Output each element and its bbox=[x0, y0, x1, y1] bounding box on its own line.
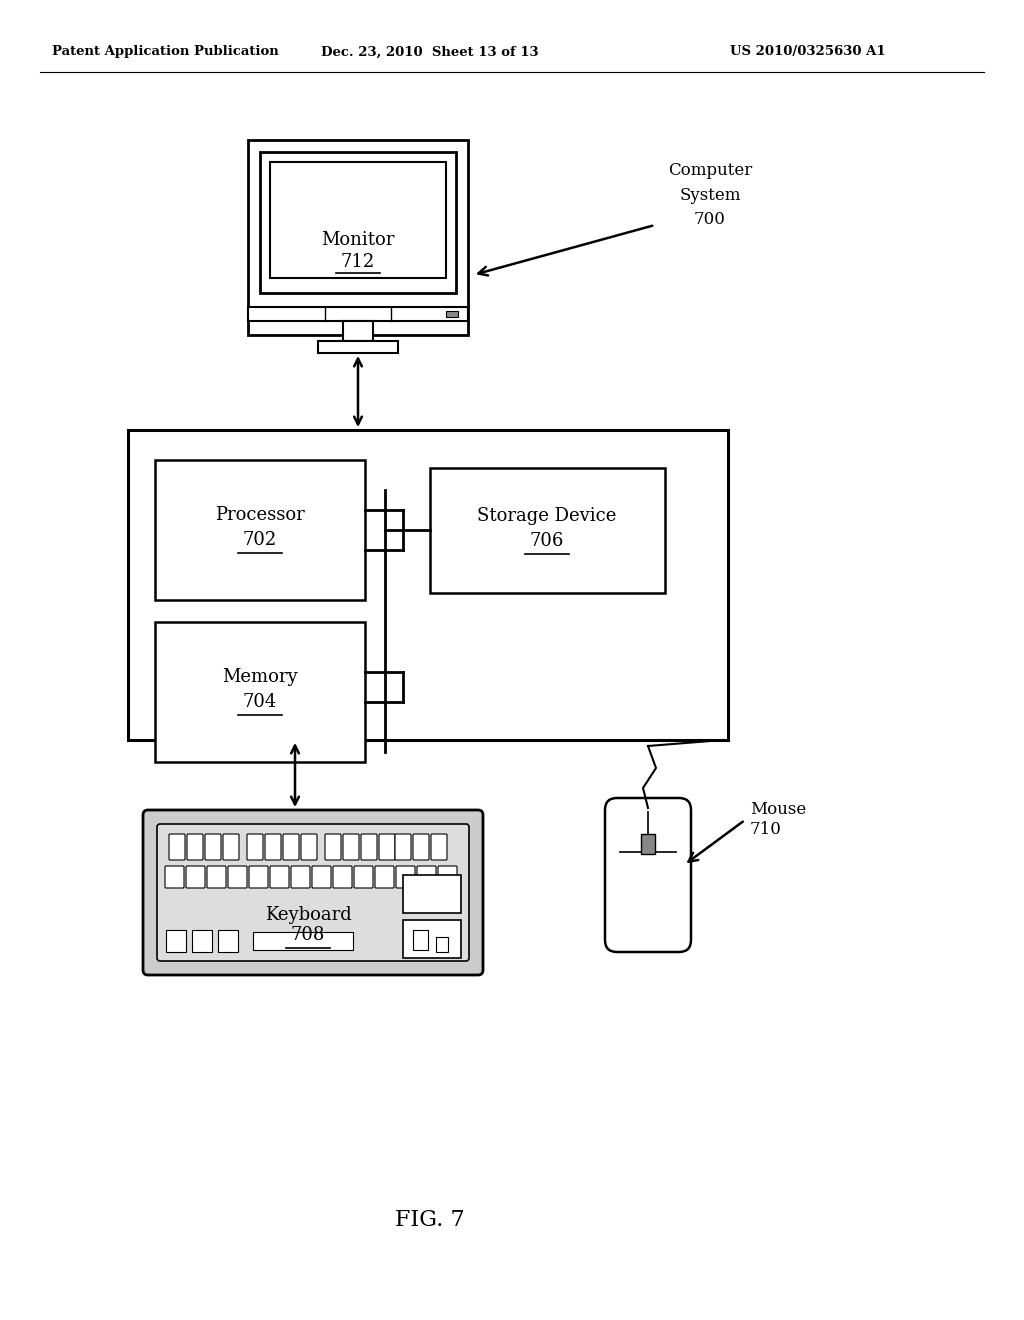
Bar bbox=[248, 308, 468, 321]
Bar bbox=[128, 430, 728, 741]
FancyBboxPatch shape bbox=[413, 834, 429, 861]
Text: Storage Device: Storage Device bbox=[477, 507, 616, 525]
Bar bbox=[343, 321, 373, 341]
Text: 704: 704 bbox=[243, 693, 278, 711]
Bar bbox=[260, 152, 456, 293]
Bar bbox=[218, 931, 238, 952]
Text: 706: 706 bbox=[529, 532, 564, 550]
FancyBboxPatch shape bbox=[354, 866, 373, 888]
Text: FIG. 7: FIG. 7 bbox=[395, 1209, 465, 1232]
FancyBboxPatch shape bbox=[169, 834, 185, 861]
Bar bbox=[446, 312, 458, 317]
FancyBboxPatch shape bbox=[301, 834, 317, 861]
Bar bbox=[270, 162, 446, 279]
FancyBboxPatch shape bbox=[361, 834, 377, 861]
FancyBboxPatch shape bbox=[265, 834, 281, 861]
Bar bbox=[193, 931, 212, 952]
Text: Memory: Memory bbox=[222, 668, 298, 686]
Text: 702: 702 bbox=[243, 531, 278, 549]
Text: Keyboard: Keyboard bbox=[264, 906, 351, 924]
Text: 708: 708 bbox=[291, 927, 326, 944]
FancyBboxPatch shape bbox=[207, 866, 226, 888]
FancyBboxPatch shape bbox=[249, 866, 268, 888]
FancyBboxPatch shape bbox=[312, 866, 331, 888]
FancyBboxPatch shape bbox=[205, 834, 221, 861]
FancyBboxPatch shape bbox=[223, 834, 239, 861]
Bar bbox=[403, 920, 461, 958]
Text: Mouse: Mouse bbox=[750, 801, 806, 818]
FancyBboxPatch shape bbox=[395, 834, 411, 861]
Bar bbox=[166, 931, 186, 952]
FancyBboxPatch shape bbox=[431, 834, 447, 861]
Bar bbox=[413, 931, 428, 950]
FancyBboxPatch shape bbox=[187, 834, 203, 861]
FancyBboxPatch shape bbox=[270, 866, 289, 888]
FancyBboxPatch shape bbox=[605, 799, 691, 952]
FancyBboxPatch shape bbox=[325, 834, 341, 861]
FancyBboxPatch shape bbox=[396, 866, 415, 888]
FancyBboxPatch shape bbox=[375, 866, 394, 888]
FancyBboxPatch shape bbox=[379, 834, 395, 861]
Text: Patent Application Publication: Patent Application Publication bbox=[52, 45, 279, 58]
Text: US 2010/0325630 A1: US 2010/0325630 A1 bbox=[730, 45, 886, 58]
Bar bbox=[253, 932, 353, 950]
FancyBboxPatch shape bbox=[333, 866, 352, 888]
FancyBboxPatch shape bbox=[143, 810, 483, 975]
Bar bbox=[403, 875, 461, 913]
Text: Monitor: Monitor bbox=[322, 231, 394, 249]
Text: Computer
System
700: Computer System 700 bbox=[668, 162, 752, 228]
Bar bbox=[248, 140, 468, 335]
FancyBboxPatch shape bbox=[417, 866, 436, 888]
Text: Processor: Processor bbox=[215, 506, 305, 524]
FancyBboxPatch shape bbox=[283, 834, 299, 861]
FancyBboxPatch shape bbox=[438, 866, 457, 888]
FancyBboxPatch shape bbox=[228, 866, 247, 888]
Text: 710: 710 bbox=[750, 821, 782, 838]
Text: Dec. 23, 2010  Sheet 13 of 13: Dec. 23, 2010 Sheet 13 of 13 bbox=[322, 45, 539, 58]
FancyBboxPatch shape bbox=[291, 866, 310, 888]
FancyBboxPatch shape bbox=[186, 866, 205, 888]
Text: 712: 712 bbox=[341, 253, 375, 271]
Bar bbox=[430, 469, 665, 593]
Bar bbox=[155, 622, 365, 762]
Bar bbox=[318, 341, 398, 352]
FancyBboxPatch shape bbox=[343, 834, 359, 861]
Bar bbox=[155, 459, 365, 601]
FancyBboxPatch shape bbox=[157, 824, 469, 961]
Bar bbox=[436, 937, 449, 952]
FancyBboxPatch shape bbox=[247, 834, 263, 861]
FancyBboxPatch shape bbox=[165, 866, 184, 888]
Bar bbox=[641, 834, 655, 854]
